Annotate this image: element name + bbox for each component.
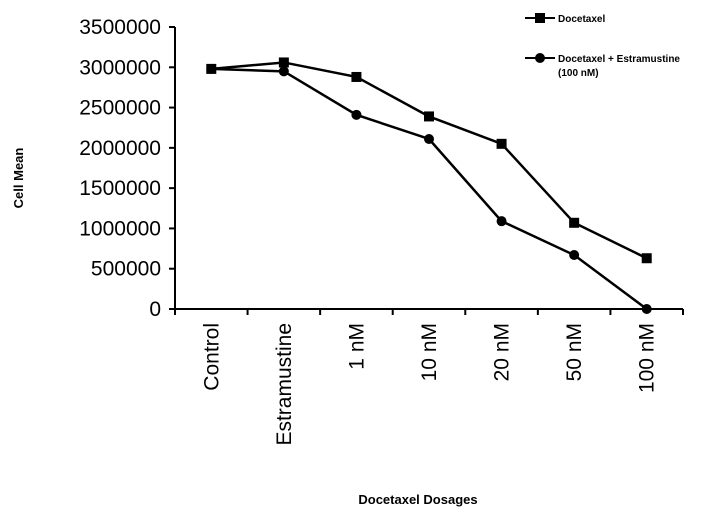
x-tick-label: 50 nM <box>563 323 586 381</box>
data-point-square <box>496 138 507 149</box>
y-tick-label: 0 <box>149 298 161 321</box>
y-tick-label: 1000000 <box>79 217 161 240</box>
legend-circle-marker <box>535 53 545 63</box>
data-point-square <box>278 57 289 68</box>
x-tick-label: 100 nM <box>636 323 659 393</box>
legend: Docetaxel Docetaxel + Estramustine (100 … <box>525 13 680 79</box>
data-point-square <box>351 71 362 82</box>
x-tick-label: Control <box>200 323 223 391</box>
y-tick-label: 500000 <box>91 258 161 281</box>
data-point-circle <box>278 66 289 77</box>
y-tick-label: 3000000 <box>79 56 161 79</box>
x-tick-label: 20 nM <box>491 323 514 381</box>
data-point-circle <box>641 304 652 314</box>
data-point-circle <box>424 133 434 144</box>
data-point-circle <box>496 216 507 227</box>
x-axis-ticks: Control Estramustine 1 nM 10 nM 20 nM 50 nM 10… <box>174 309 684 446</box>
legend-square-marker <box>535 13 545 23</box>
y-axis-title: Cell Mean <box>11 148 26 209</box>
y-tick-label: 2500000 <box>79 97 161 120</box>
series-line <box>211 67 648 311</box>
x-tick-label: Estramustine <box>273 323 296 446</box>
y-tick-label: 2000000 <box>79 137 161 160</box>
y-tick-label: 3500000 <box>79 16 161 39</box>
legend-label-docetaxel: Docetaxel <box>558 14 605 25</box>
data-point-circle <box>351 109 362 120</box>
data-point-circle <box>206 63 217 74</box>
legend-label-combo: Docetaxel + Estramustine <box>558 54 680 65</box>
data-point-square <box>569 217 580 228</box>
y-tick-label: 1500000 <box>79 177 161 200</box>
data-point-square <box>424 111 434 122</box>
data-point-circle <box>569 250 580 261</box>
x-tick-label: 1 nM <box>345 323 368 370</box>
series-1 <box>206 57 652 264</box>
series-2 <box>206 63 652 314</box>
legend-label-combo-line2: (100 nM) <box>558 68 599 79</box>
data-point-square <box>641 253 652 264</box>
y-axis-ticks: 0 500000 1000000 1500000 2000000 2500000 30000… <box>79 16 175 321</box>
series-line <box>211 61 648 260</box>
series-layer <box>206 57 652 314</box>
x-tick-label: 10 nM <box>418 323 441 381</box>
x-axis-title: Docetaxel Dosages <box>358 492 477 507</box>
